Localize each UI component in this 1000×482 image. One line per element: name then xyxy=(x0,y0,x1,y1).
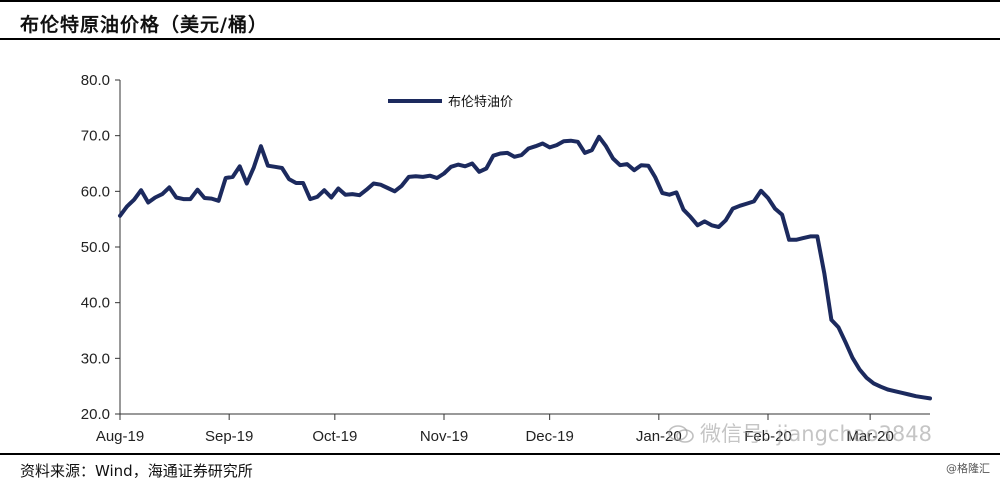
x-tick-label: Nov-19 xyxy=(420,428,468,445)
wechat-icon xyxy=(668,424,694,444)
credit-label: @格隆汇 xyxy=(946,462,990,475)
source-note: 资料来源：Wind，海通证券研究所 xyxy=(20,462,253,480)
x-tick-label: Sep-19 xyxy=(205,428,253,445)
x-tick-label: Aug-19 xyxy=(96,428,144,445)
y-tick-label: 30.0 xyxy=(81,350,110,367)
y-tick-label: 70.0 xyxy=(81,128,110,145)
x-tick-label: Jan-20 xyxy=(636,428,682,445)
series-line-brent xyxy=(118,134,932,401)
brent-price-chart: 80.0 70.0 60.0 50.0 40.0 30.0 20.0 Aug-19 Sep-19… xyxy=(81,72,932,445)
y-tick-label: 20.0 xyxy=(81,406,110,423)
x-tick-label: Dec-19 xyxy=(525,428,573,445)
axes: 80.0 70.0 60.0 50.0 40.0 30.0 20.0 Aug-19 Sep-19… xyxy=(81,72,930,445)
y-tick-label: 60.0 xyxy=(81,183,110,200)
y-tick-label: 80.0 xyxy=(81,72,110,89)
x-tick-label: Mar-20 xyxy=(846,428,894,445)
legend-label: 布伦特油价 xyxy=(448,95,513,110)
y-tick-label: 50.0 xyxy=(81,239,110,256)
footer: 资料来源：Wind，海通证券研究所 xyxy=(0,453,1000,482)
series-layer xyxy=(118,134,932,401)
chart-title: 布伦特原油价格（美元/桶） xyxy=(20,14,268,36)
y-tick-label: 40.0 xyxy=(81,295,110,312)
watermark: 微信号: jiangchao3848 xyxy=(668,418,932,448)
title-bar: 布伦特原油价格（美元/桶） xyxy=(0,0,1000,40)
x-tick-label: Oct-19 xyxy=(312,428,357,445)
x-tick-label: Feb-20 xyxy=(744,428,792,445)
watermark-text: 微信号: jiangchao3848 xyxy=(700,422,932,446)
legend: 布伦特油价 xyxy=(388,95,513,110)
